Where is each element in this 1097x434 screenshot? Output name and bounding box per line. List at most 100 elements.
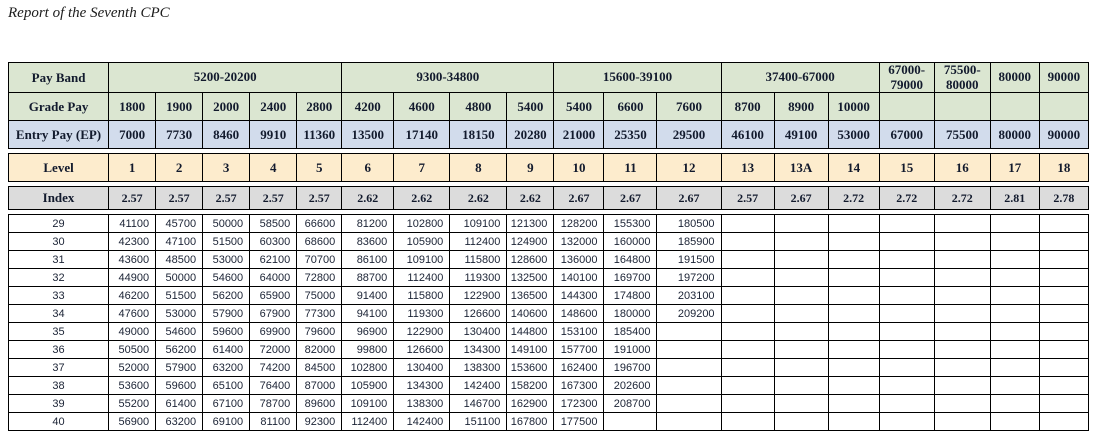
data-cell: 167800 (506, 412, 555, 431)
data-cell (720, 286, 775, 305)
row-label: 34 (7, 304, 110, 323)
entry-pay-cell: 53000 (827, 120, 880, 149)
data-cell (878, 232, 935, 251)
data-cell: 51500 (202, 232, 251, 251)
section-gap (8, 209, 1089, 215)
data-cell (1038, 358, 1090, 377)
data-cell (878, 304, 935, 323)
data-cell: 109100 (449, 214, 508, 233)
data-cell: 122900 (393, 322, 451, 341)
table-row: 37 52000 57900 63200 74200 84500 102800 130400 1… (7, 358, 1090, 377)
grade-pay-cell: 2800 (296, 92, 343, 121)
data-cell (773, 250, 829, 269)
data-cell (989, 286, 1040, 305)
data-cell: 174800 (603, 286, 658, 305)
data-cell (989, 214, 1040, 233)
data-cell (1038, 340, 1090, 359)
index-cell: 2.57 (249, 186, 298, 210)
pay-matrix-table: Pay Band 5200-20200 9300-34800 15600-39100 3… (7, 62, 1090, 431)
data-cell: 105900 (341, 376, 395, 395)
entry-pay-cell: 67000 (878, 120, 935, 149)
data-cell: 115800 (449, 250, 508, 269)
data-cell: 52000 (108, 358, 157, 377)
data-cell: 126600 (393, 340, 451, 359)
level-cell: 5 (296, 153, 343, 182)
table-row: 39 55200 61400 67100 78700 89600 109100 138300 1… (7, 394, 1090, 413)
data-cell (603, 412, 658, 431)
data-cell (1038, 412, 1090, 431)
data-cell: 191500 (656, 250, 722, 269)
entry-pay-cell: 7000 (108, 120, 157, 149)
data-cell (989, 250, 1040, 269)
table-row: 30 42300 47100 51500 60300 68600 83600 105900 11… (7, 232, 1090, 251)
grade-pay-cell: 4600 (393, 92, 451, 121)
data-cell: 76400 (249, 376, 298, 395)
pay-band-cell: 67000- 79000 (878, 62, 935, 93)
data-cell: 144300 (553, 286, 605, 305)
data-cell (656, 340, 722, 359)
entry-pay-cell: 29500 (656, 120, 722, 149)
entry-pay-label: Entry Pay (EP) (7, 120, 110, 149)
data-cell: 54600 (202, 268, 251, 287)
data-cell (933, 358, 991, 377)
row-label: 32 (7, 268, 110, 287)
data-cell: 51500 (155, 286, 204, 305)
data-cell: 132500 (506, 268, 555, 287)
data-cell: 180000 (603, 304, 658, 323)
data-cell: 79600 (296, 322, 343, 341)
row-label: 35 (7, 322, 110, 341)
row-label: 30 (7, 232, 110, 251)
data-cell: 55200 (108, 394, 157, 413)
index-cell: 2.72 (878, 186, 935, 210)
data-cell: 191000 (603, 340, 658, 359)
data-cell: 136000 (553, 250, 605, 269)
grade-pay-cell: 2000 (202, 92, 251, 121)
data-cell (720, 412, 775, 431)
data-cell: 146700 (449, 394, 508, 413)
data-cell: 112400 (449, 232, 508, 251)
level-cell: 12 (656, 153, 722, 182)
data-cell: 75000 (296, 286, 343, 305)
index-cell: 2.67 (553, 186, 605, 210)
level-cell: 15 (878, 153, 935, 182)
entry-pay-row: Entry Pay (EP) 7000 7730 8460 9910 11360 13500… (7, 120, 1090, 149)
pay-band-cell: 9300-34800 (341, 62, 555, 93)
level-cell: 13 (720, 153, 775, 182)
data-cell: 74200 (249, 358, 298, 377)
data-cell (827, 268, 880, 287)
data-cell (720, 340, 775, 359)
data-cell (878, 394, 935, 413)
level-row: Level 1 2 3 4 5 6 7 8 9 10 11 12 13 13A 14 15 16 17 18 (7, 153, 1090, 182)
data-cell: 67100 (202, 394, 251, 413)
entry-pay-cell: 11360 (296, 120, 343, 149)
data-cell (656, 376, 722, 395)
data-cell: 138300 (393, 394, 451, 413)
entry-pay-cell: 17140 (393, 120, 451, 149)
table-row: 31 43600 48500 53000 62100 70700 86100 109100 11… (7, 250, 1090, 269)
index-cell: 2.67 (603, 186, 658, 210)
data-cell: 64000 (249, 268, 298, 287)
data-cell: 58500 (249, 214, 298, 233)
data-cell: 140100 (553, 268, 605, 287)
data-cell: 136500 (506, 286, 555, 305)
entry-pay-cell: 7730 (155, 120, 204, 149)
data-cell: 144800 (506, 322, 555, 341)
data-cell (773, 268, 829, 287)
data-cell (720, 250, 775, 269)
data-cell: 47100 (155, 232, 204, 251)
grade-pay-cell (1038, 92, 1090, 121)
data-cell (656, 412, 722, 431)
grade-pay-cell: 5400 (506, 92, 555, 121)
data-cell (827, 340, 880, 359)
data-cell: 164800 (603, 250, 658, 269)
table-row: 33 46200 51500 56200 65900 75000 91400 115800 12… (7, 286, 1090, 305)
data-cell: 102800 (393, 214, 451, 233)
level-cell: 6 (341, 153, 395, 182)
grade-pay-cell (878, 92, 935, 121)
data-cell (656, 322, 722, 341)
pay-band-row: Pay Band 5200-20200 9300-34800 15600-39100 3… (7, 62, 1090, 93)
data-cell (1038, 250, 1090, 269)
data-cell: 56200 (155, 340, 204, 359)
data-cell: 155300 (603, 214, 658, 233)
level-cell: 2 (155, 153, 204, 182)
